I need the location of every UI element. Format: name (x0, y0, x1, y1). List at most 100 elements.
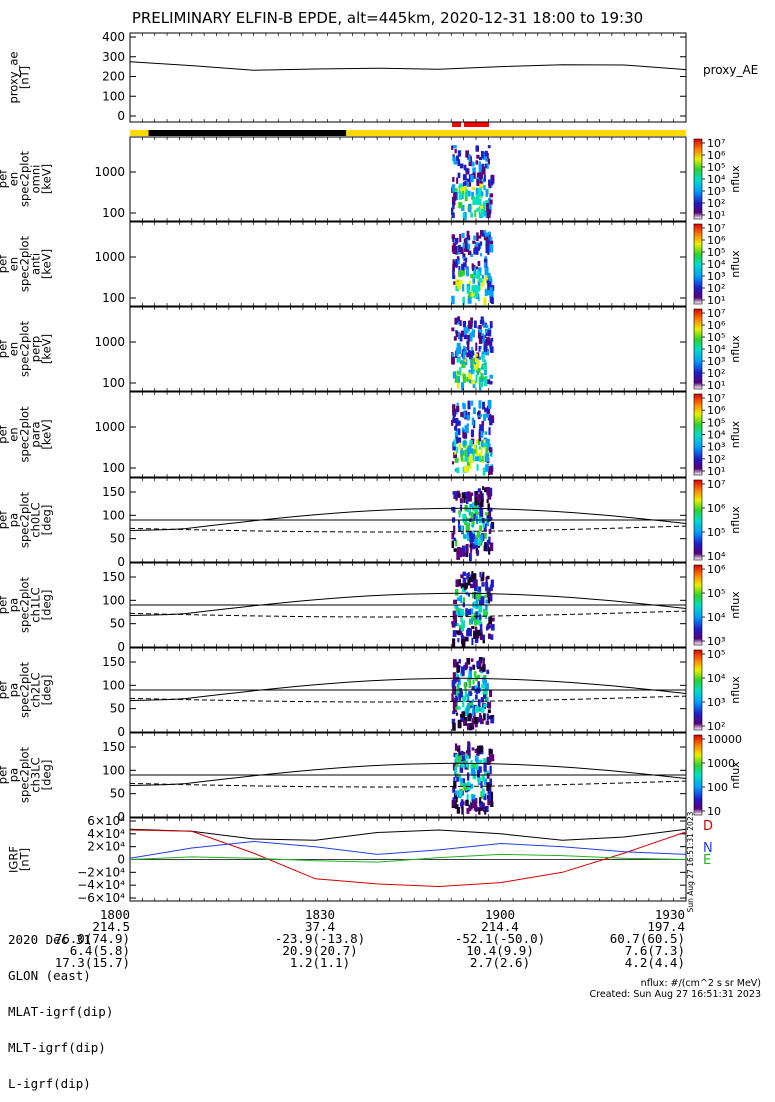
colorbar-tick-label: 10² (707, 720, 725, 733)
spectrogram-pixel (474, 626, 478, 634)
colorbar-tick-label: 10⁷ (707, 392, 725, 405)
spectrogram-pixel (452, 442, 456, 451)
spectrogram-pixel (471, 191, 474, 200)
y-axis-label-line: spec2plot (18, 661, 32, 718)
spectrogram-pixel (482, 486, 485, 491)
spectrogram-pixel (481, 166, 486, 175)
spectrogram-pixel (488, 547, 491, 555)
spectrogram-pixel (459, 782, 464, 786)
spectrogram-pixel (457, 258, 460, 265)
spectrogram-pixel (485, 576, 488, 585)
spectrogram-pixel (473, 248, 477, 255)
spectrogram-pixel (484, 150, 488, 157)
spectrogram-pixel (471, 718, 474, 727)
spectrogram-pixel (457, 679, 461, 686)
spectrogram-pixel (470, 511, 474, 519)
colorbar-tick-label: 10⁵ (707, 331, 725, 344)
spectrogram-pixel (465, 750, 470, 754)
spectrogram-pixel (459, 233, 462, 243)
spectrogram-pixel (451, 692, 454, 702)
row-glon: GLON (east) (8, 969, 113, 982)
colorbar-tick-label: 10000 (707, 733, 742, 746)
spectrogram-pixel (488, 447, 493, 453)
spectrogram-pixel (472, 264, 476, 271)
spectrogram-pixel (470, 658, 474, 662)
spectrogram-pixel (463, 238, 467, 246)
spectrogram-pixel (488, 204, 492, 209)
spectrogram-pixel (451, 295, 455, 305)
spectrogram-pixel (487, 197, 491, 206)
spectrogram-pixel (477, 329, 482, 339)
spectrogram-pixel (472, 538, 475, 543)
spectrogram-pixel (454, 451, 457, 455)
ephemeris-cell: 2.7(2.6) (470, 955, 530, 970)
spectrogram-pixel (478, 400, 482, 409)
spectrogram-pixel (471, 329, 476, 338)
spectrogram-pixel (479, 663, 482, 673)
spectrogram-pixel (457, 546, 461, 556)
spectrogram-pixel (488, 427, 491, 436)
spectrogram-pixel (461, 669, 465, 677)
colorbar-tick-label: 10⁴ (707, 429, 726, 442)
spectrogram-pixel (471, 400, 474, 406)
spectrogram-pixel (467, 445, 472, 454)
spectrogram-pixel (485, 464, 489, 472)
ephemeris-cell: -23.9(-13.8) (275, 931, 365, 946)
y-axis-label-line: pa (7, 683, 21, 697)
spectrogram-pixel (473, 449, 477, 454)
spectrogram-pixel (474, 285, 477, 295)
spectrogram-pixel (470, 161, 475, 167)
spectrogram-pixel (480, 372, 484, 379)
spectrogram-pixel (469, 351, 473, 360)
spectrogram-pixel (457, 370, 461, 375)
colorbar-tick-label: 1000 (707, 757, 735, 770)
y-tick-label: 4×10⁴ (87, 827, 125, 841)
spectrogram-pixel (453, 418, 457, 424)
spectrogram-pixel (478, 616, 481, 625)
spectrogram-pixel (458, 493, 461, 498)
spectrogram-pixel (478, 766, 482, 773)
spectrogram-pixel (464, 682, 467, 689)
spectrogram-pixel (478, 614, 482, 620)
spectrogram-pixel (478, 592, 482, 602)
spectrogram-pixel (475, 374, 478, 383)
spectrogram-pixel (451, 234, 456, 240)
spectrogram-pixel (484, 266, 489, 276)
colorbar-tick-label: 10⁶ (707, 149, 726, 162)
loss-cone-line (129, 507, 687, 531)
colorbar-tick-label: 10⁴ (707, 550, 726, 563)
spectrogram-pixel (452, 697, 457, 707)
colorbar-tick-label: 10³ (707, 355, 725, 368)
spectrogram-pixel (474, 617, 478, 626)
status-segment (346, 130, 686, 136)
spectrogram-pixel (466, 781, 471, 790)
spectrogram-pixel (479, 171, 483, 180)
spectrogram-pixel (475, 804, 478, 813)
spectrogram-pixel (490, 521, 495, 530)
spectrogram-pixel (452, 672, 456, 681)
spectrogram-pixel (468, 552, 472, 562)
spectrogram-pixel (486, 669, 490, 675)
spectrogram-pixel (460, 448, 463, 457)
spectrogram-pixel (452, 710, 456, 715)
spectrogram-pixel (455, 796, 458, 803)
spectrogram-pixel (466, 286, 470, 294)
y-tick-label: 1000 (94, 335, 125, 349)
spectrogram-pixel (487, 329, 492, 337)
colorbar-tick-label: 10⁵ (707, 648, 725, 661)
y-axis-label-line: ch2LC (29, 672, 43, 707)
spectrogram-pixel (462, 190, 465, 195)
spectrogram-pixel (487, 281, 491, 290)
spectrogram-pixel (482, 803, 485, 813)
spectrogram-pixel (474, 755, 478, 762)
spectrogram-pixel (456, 712, 459, 716)
spectrogram-pixel (471, 794, 476, 802)
spectrogram-pixel (474, 748, 478, 754)
spectrogram-pixel (480, 426, 484, 433)
spectrogram-pixel (489, 374, 494, 379)
colorbar-label: nflux (729, 250, 742, 278)
spectrogram-pixel (484, 262, 487, 268)
spectrogram-pixel (468, 679, 472, 689)
spectrogram-pixel (451, 540, 455, 549)
colorbar-tick-label: 10⁷ (707, 222, 725, 235)
